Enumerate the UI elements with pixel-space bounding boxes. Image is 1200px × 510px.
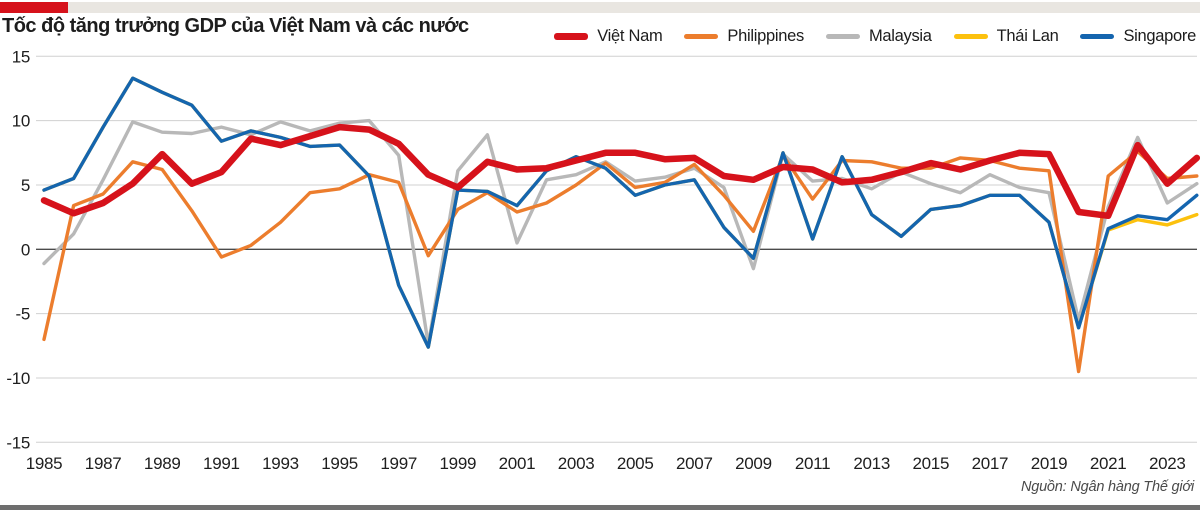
x-tick-label-2021: 2021 [1090, 454, 1127, 473]
legend-item-thái-lan: Thái Lan [953, 27, 1059, 46]
x-tick-label-2007: 2007 [676, 454, 713, 473]
y-tick-label-10: 10 [12, 112, 30, 131]
x-tick-label-2023: 2023 [1149, 454, 1186, 473]
x-tick-label-2009: 2009 [735, 454, 772, 473]
legend-label-thái-lan: Thái Lan [996, 27, 1059, 45]
x-tick-label-2015: 2015 [912, 454, 949, 473]
y-tick-label-15: 15 [12, 47, 30, 66]
chart-title: Tốc độ tăng trưởng GDP của Việt Nam và c… [2, 15, 469, 37]
x-tick-label-1993: 1993 [262, 454, 299, 473]
x-tick-label-2001: 2001 [499, 454, 536, 473]
legend-swatch-singapore [1080, 34, 1115, 39]
series-line-việt-nam [40, 123, 1200, 220]
y-tick-label--10: -10 [6, 369, 30, 388]
x-tick-label-1989: 1989 [144, 454, 181, 473]
legend-swatch-việt-nam [554, 33, 589, 40]
source-note: Nguồn: Ngân hàng Thế giới [1020, 479, 1194, 495]
y-tick-label-5: 5 [21, 176, 30, 195]
x-tick-label-2011: 2011 [795, 454, 830, 473]
legend-swatch-thái-lan [953, 34, 988, 39]
top-accent-bar [0, 2, 1200, 13]
series-line-malaysia [42, 118, 1199, 347]
series-line-thái-lan [42, 76, 1199, 349]
gdp-line-chart: 15 10 5 0 -5 -10 -15 1985 1987 1989 1991 1993 1995 19… [6, 47, 1200, 473]
x-tick-label-2019: 2019 [1031, 454, 1068, 473]
legend-item-malaysia: Malaysia [825, 27, 932, 46]
legend-swatch-philippines [684, 34, 719, 39]
bottom-border-bar [0, 505, 1200, 510]
x-tick-label-1991: 1991 [203, 454, 240, 473]
x-tick-label-2005: 2005 [617, 454, 654, 473]
x-tick-label-2017: 2017 [972, 454, 1009, 473]
x-tick-label-1995: 1995 [321, 454, 358, 473]
series-line-philippines [42, 149, 1199, 374]
x-tick-label-1985: 1985 [26, 454, 63, 473]
series-line-singapore [42, 76, 1199, 349]
legend-item-singapore: Singapore [1080, 27, 1196, 46]
legend-item-philippines: Philippines [684, 27, 804, 46]
legend-label-philippines: Philippines [727, 27, 804, 45]
x-tick-label-2003: 2003 [558, 454, 595, 473]
x-tick-label-2013: 2013 [853, 454, 890, 473]
y-tick-label-0: 0 [21, 240, 30, 259]
x-tick-label-1997: 1997 [380, 454, 417, 473]
y-tick-label--5: -5 [15, 305, 30, 324]
y-tick-label--15: -15 [6, 433, 30, 452]
legend-label-singapore: Singapore [1123, 27, 1196, 45]
legend-swatch-malaysia [825, 34, 860, 39]
x-tick-label-1999: 1999 [440, 454, 477, 473]
legend-label-việt-nam: Việt Nam [597, 27, 663, 45]
red-accent-chip [0, 2, 68, 13]
legend-item-việt-nam: Việt Nam [554, 27, 663, 46]
legend: Việt Nam Philippines Malaysia Thái Lan Singa… [554, 27, 1196, 46]
legend-label-malaysia: Malaysia [868, 27, 932, 45]
x-tick-label-1987: 1987 [85, 454, 122, 473]
